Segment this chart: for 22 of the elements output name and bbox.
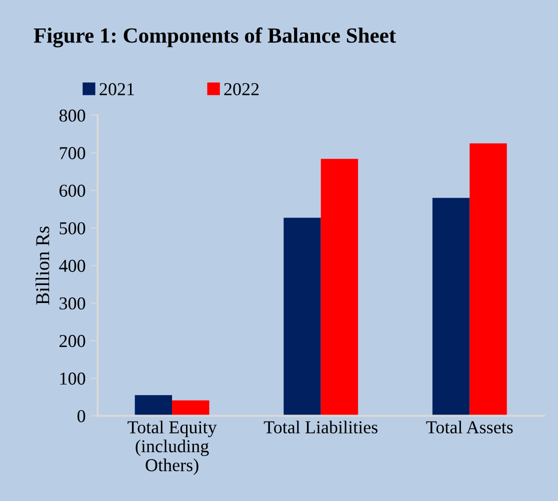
bar (432, 198, 470, 416)
x-tick-label: Total Assets (426, 420, 513, 434)
legend-label: 2022 (224, 83, 259, 96)
y-tick-label: 200 (60, 334, 86, 348)
y-tick-label: 700 (60, 147, 86, 160)
legend-label: 2021 (100, 83, 134, 96)
chart-title: Figure 1: Components of Balance Sheet (34, 27, 396, 48)
y-tick-label: 100 (60, 372, 86, 385)
bar (284, 218, 321, 416)
y-tick-label: 300 (60, 297, 86, 310)
bar (320, 158, 358, 416)
bar (470, 143, 507, 416)
y-tick-label: 600 (60, 184, 86, 197)
y-tick-label: 400 (59, 260, 86, 272)
bar (172, 400, 210, 416)
y-tick-label: 0 (78, 410, 86, 422)
bar (134, 395, 172, 416)
x-tick-label: Total Liabilities (264, 420, 378, 434)
y-tick-label: 800 (59, 109, 86, 122)
y-tick-label: 500 (60, 222, 86, 234)
x-tick-label: Total Equity (including Others) (128, 420, 217, 475)
y-axis-title: Billion Rs (36, 226, 50, 305)
